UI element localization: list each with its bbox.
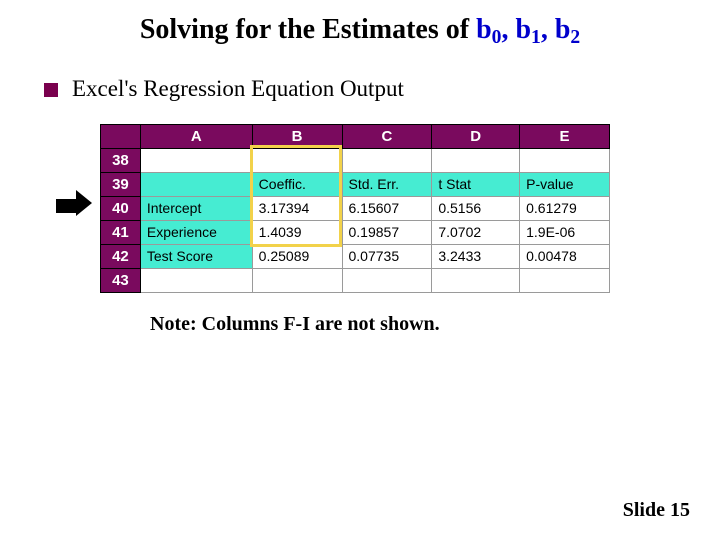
- note-text: Note: Columns F-I are not shown.: [150, 313, 680, 336]
- regression-table: A B C D E 38 39 Coeffic. Std. Err. t Sta…: [100, 124, 610, 293]
- table-row: 41 Experience 1.4039 0.19857 7.0702 1.9E…: [101, 220, 610, 244]
- table-row: 43: [101, 268, 610, 292]
- col-header-row: A B C D E: [101, 124, 610, 148]
- colhead-c: C: [342, 124, 432, 148]
- colhead-a: A: [140, 124, 252, 148]
- footer-label: Slide: [623, 499, 665, 521]
- slide-title: Solving for the Estimates of b0, b1, b2: [40, 14, 680, 50]
- excel-table-wrap: A B C D E 38 39 Coeffic. Std. Err. t Sta…: [100, 124, 610, 293]
- bullet-item: Excel's Regression Equation Output: [44, 76, 680, 102]
- colhead-e: E: [520, 124, 610, 148]
- colhead-b: B: [252, 124, 342, 148]
- pointer-arrow-icon: [56, 196, 92, 216]
- table-row: 39 Coeffic. Std. Err. t Stat P-value: [101, 172, 610, 196]
- colhead-d: D: [432, 124, 520, 148]
- footer-num: 15: [670, 499, 690, 521]
- table-row: 42 Test Score 0.25089 0.07735 3.2433 0.0…: [101, 244, 610, 268]
- corner-cell: [101, 124, 141, 148]
- bullet-marker: [44, 83, 58, 97]
- title-prefix: Solving for the Estimates of: [140, 14, 476, 45]
- table-row: 38: [101, 148, 610, 172]
- slide-footer: Slide 15 Slide 15: [623, 499, 690, 522]
- bullet-text: Excel's Regression Equation Output: [72, 76, 404, 102]
- table-row: 40 Intercept 3.17394 6.15607 0.5156 0.61…: [101, 196, 610, 220]
